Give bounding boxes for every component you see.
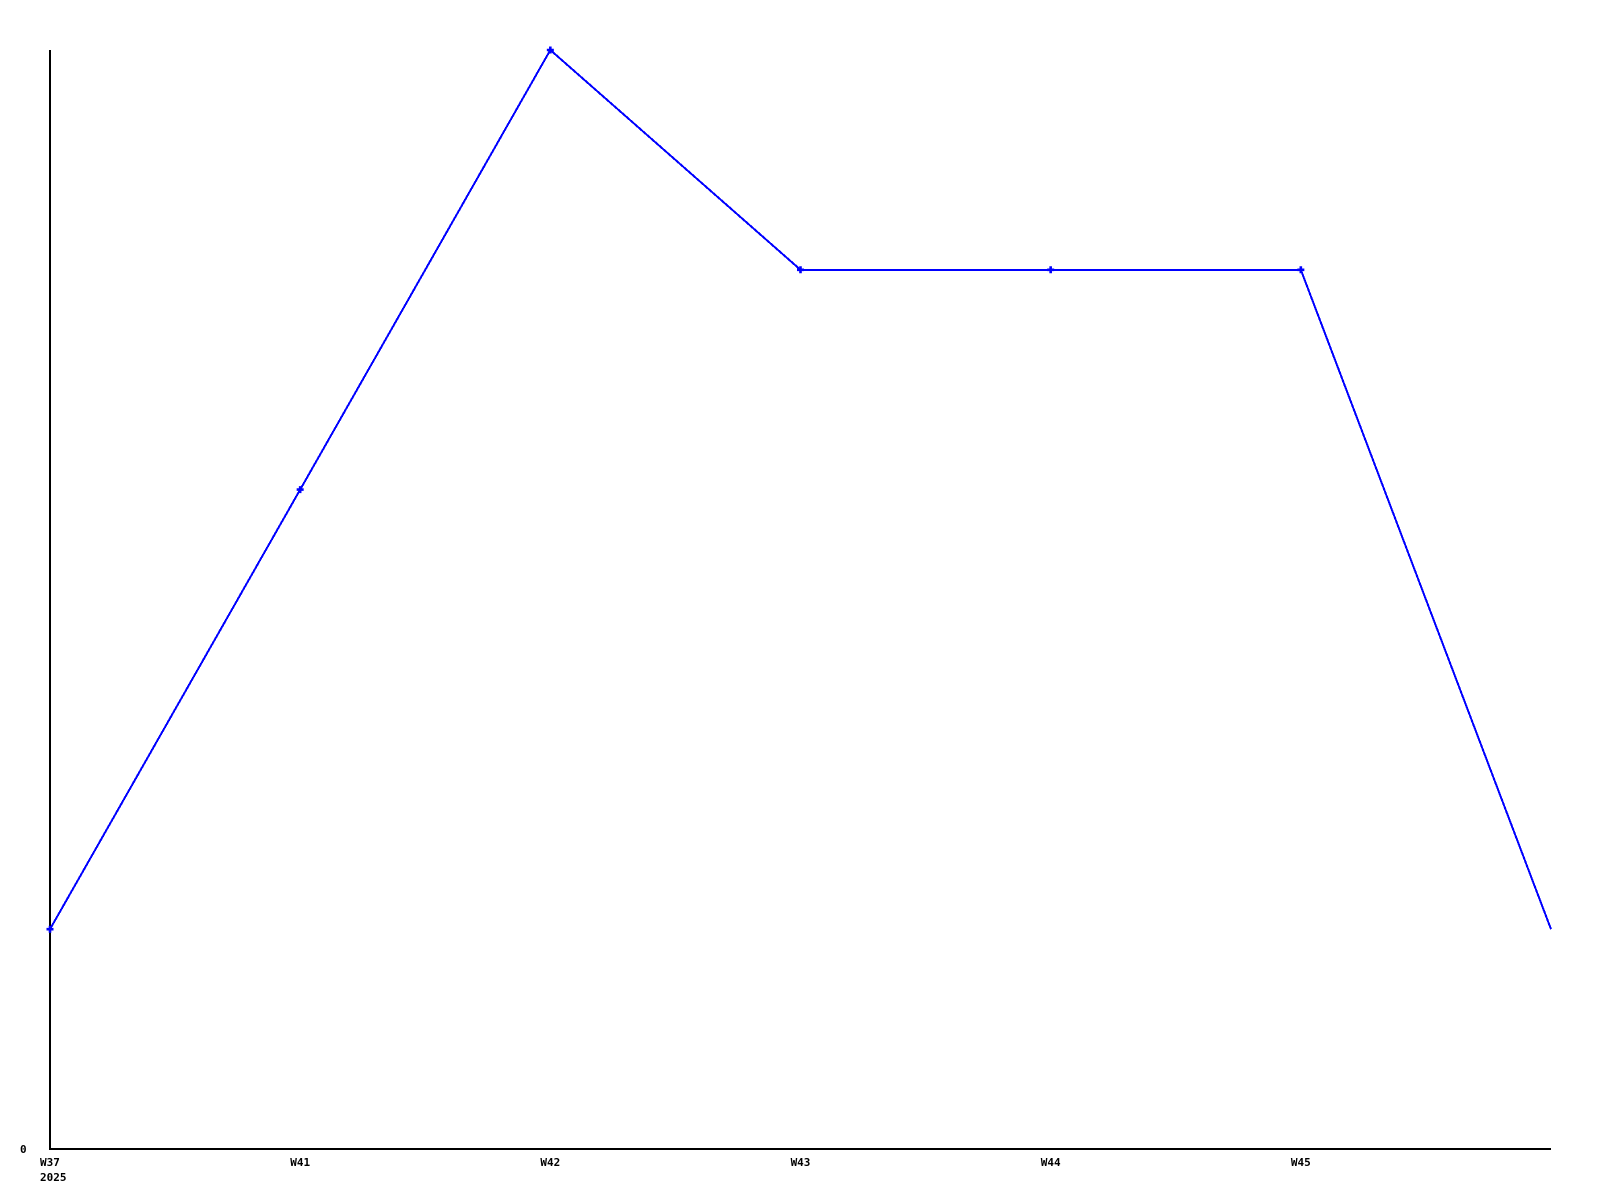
data-point-marker bbox=[46, 925, 54, 933]
x-axis-tick-label: W37 bbox=[40, 1156, 60, 1169]
x-axis-tick-label: W41 bbox=[290, 1156, 310, 1169]
x-axis-year-label: 2025 bbox=[40, 1171, 67, 1184]
y-axis-tick-label: 0 bbox=[20, 1143, 27, 1156]
data-line bbox=[49, 48, 1552, 930]
data-point-marker bbox=[1297, 266, 1305, 274]
data-point-marker bbox=[1047, 266, 1055, 274]
x-axis-tick-label: W43 bbox=[791, 1156, 811, 1169]
x-axis-tick-label: W44 bbox=[1041, 1156, 1061, 1169]
data-point-marker bbox=[296, 486, 304, 494]
data-point-marker bbox=[546, 46, 554, 54]
x-axis-tick-label: W45 bbox=[1291, 1156, 1311, 1169]
x-axis-tick-label: W42 bbox=[540, 1156, 560, 1169]
data-point-marker bbox=[797, 266, 804, 274]
